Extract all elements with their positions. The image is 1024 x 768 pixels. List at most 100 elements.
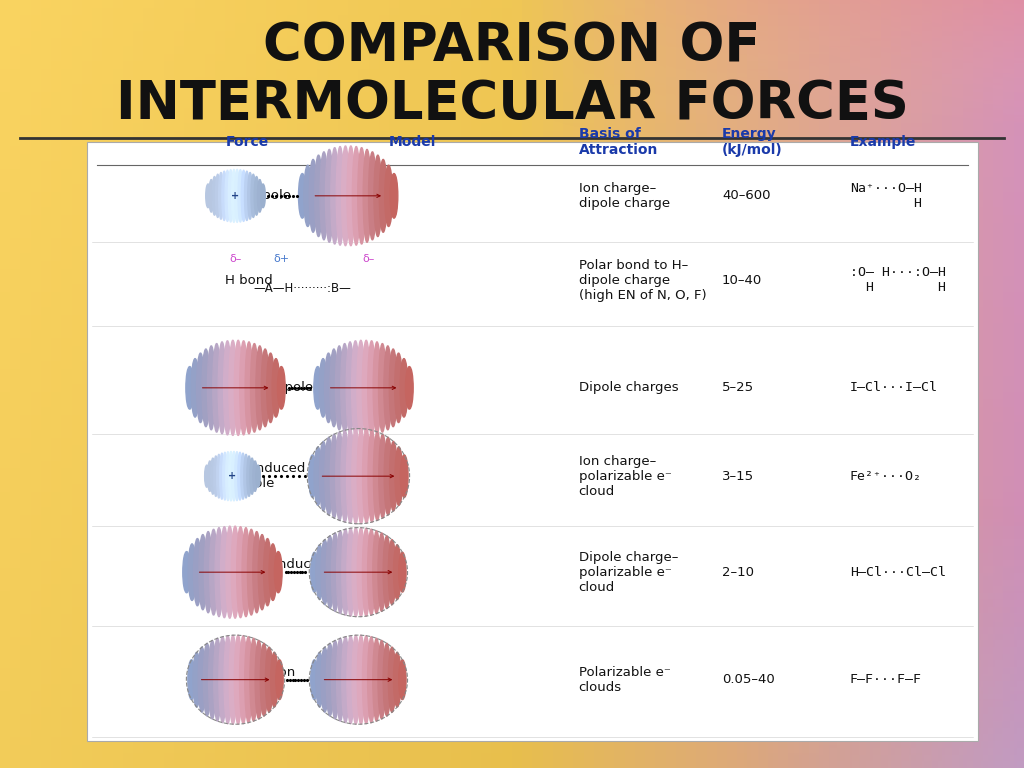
Text: :O– H···:O–H
  H        H: :O– H···:O–H H H	[850, 266, 946, 294]
Ellipse shape	[278, 366, 285, 409]
Ellipse shape	[368, 341, 376, 435]
Ellipse shape	[362, 528, 370, 616]
Ellipse shape	[194, 538, 202, 606]
Ellipse shape	[393, 545, 400, 600]
Ellipse shape	[327, 536, 334, 608]
Ellipse shape	[237, 527, 245, 617]
Ellipse shape	[332, 641, 339, 719]
Ellipse shape	[218, 342, 226, 434]
Text: F—F···F—F: F—F···F—F	[850, 674, 922, 686]
Text: Dipole-dipole: Dipole-dipole	[225, 382, 313, 394]
Ellipse shape	[229, 340, 237, 435]
Ellipse shape	[238, 452, 242, 500]
Ellipse shape	[211, 458, 215, 494]
Ellipse shape	[217, 455, 221, 498]
Ellipse shape	[341, 343, 348, 432]
Ellipse shape	[206, 184, 210, 207]
Ellipse shape	[253, 461, 257, 492]
Ellipse shape	[314, 447, 322, 505]
Ellipse shape	[373, 638, 380, 721]
Ellipse shape	[208, 346, 215, 430]
Ellipse shape	[332, 533, 339, 611]
Ellipse shape	[379, 434, 386, 518]
Ellipse shape	[226, 526, 233, 618]
Ellipse shape	[191, 359, 199, 417]
Ellipse shape	[213, 343, 220, 432]
Ellipse shape	[347, 636, 354, 723]
Ellipse shape	[215, 174, 220, 217]
Ellipse shape	[215, 528, 223, 617]
Ellipse shape	[390, 174, 397, 218]
Ellipse shape	[247, 456, 251, 496]
Ellipse shape	[251, 343, 258, 432]
Ellipse shape	[314, 366, 322, 409]
Ellipse shape	[385, 165, 392, 227]
Ellipse shape	[245, 171, 249, 220]
Text: I—Cl···I—Cl: I—Cl···I—Cl	[850, 382, 938, 394]
Ellipse shape	[242, 528, 250, 617]
Text: 40–600: 40–600	[722, 190, 770, 202]
Ellipse shape	[234, 635, 242, 724]
Ellipse shape	[406, 366, 413, 409]
Text: COMPARISON OF: COMPARISON OF	[263, 20, 761, 72]
Ellipse shape	[231, 170, 237, 222]
Text: INTERMOLECULAR FORCES: INTERMOLECULAR FORCES	[116, 78, 908, 130]
Ellipse shape	[368, 637, 375, 723]
Ellipse shape	[194, 652, 201, 707]
Ellipse shape	[209, 180, 214, 212]
Ellipse shape	[261, 349, 269, 427]
Ellipse shape	[395, 447, 402, 505]
Ellipse shape	[199, 535, 207, 610]
Text: Ion charge–
polarizable e⁻
cloud: Ion charge– polarizable e⁻ cloud	[579, 455, 672, 498]
Text: δ+: δ+	[273, 253, 290, 264]
Ellipse shape	[223, 452, 227, 500]
Ellipse shape	[316, 545, 324, 600]
Ellipse shape	[378, 533, 385, 611]
Text: Dipole charges: Dipole charges	[579, 382, 678, 394]
Ellipse shape	[398, 552, 407, 592]
Ellipse shape	[336, 346, 343, 430]
Text: 5–25: 5–25	[722, 382, 754, 394]
Text: Ion-dipole: Ion-dipole	[225, 190, 291, 202]
Ellipse shape	[322, 540, 329, 604]
Ellipse shape	[248, 529, 255, 615]
Ellipse shape	[362, 429, 371, 523]
Ellipse shape	[214, 638, 221, 721]
Ellipse shape	[369, 152, 376, 240]
Ellipse shape	[231, 452, 237, 501]
Text: H bond: H bond	[225, 274, 273, 286]
Ellipse shape	[231, 526, 239, 618]
Ellipse shape	[321, 152, 328, 240]
Ellipse shape	[251, 174, 256, 217]
Ellipse shape	[352, 635, 359, 724]
Ellipse shape	[199, 647, 206, 712]
Ellipse shape	[357, 429, 365, 524]
Ellipse shape	[257, 180, 262, 212]
Ellipse shape	[241, 453, 245, 499]
Ellipse shape	[400, 359, 408, 417]
Ellipse shape	[253, 531, 260, 613]
Ellipse shape	[331, 434, 338, 518]
Ellipse shape	[208, 461, 212, 492]
Ellipse shape	[220, 453, 224, 499]
Ellipse shape	[379, 160, 387, 232]
Ellipse shape	[256, 346, 263, 430]
Text: 2–10: 2–10	[722, 566, 754, 578]
Ellipse shape	[234, 340, 242, 435]
Ellipse shape	[394, 353, 402, 422]
Text: δ–: δ–	[362, 253, 375, 264]
Ellipse shape	[373, 531, 380, 614]
Ellipse shape	[209, 641, 216, 719]
Ellipse shape	[322, 647, 329, 712]
Ellipse shape	[202, 349, 210, 427]
Ellipse shape	[248, 173, 252, 219]
Ellipse shape	[342, 637, 349, 723]
Ellipse shape	[304, 165, 311, 227]
Text: H—Cl···Cl—Cl: H—Cl···Cl—Cl	[850, 566, 946, 578]
Ellipse shape	[362, 636, 370, 723]
Text: δ–: δ–	[229, 253, 242, 264]
Ellipse shape	[263, 538, 271, 606]
Ellipse shape	[275, 660, 284, 700]
Ellipse shape	[225, 170, 229, 221]
Text: Polarizable e⁻
clouds: Polarizable e⁻ clouds	[579, 666, 671, 694]
